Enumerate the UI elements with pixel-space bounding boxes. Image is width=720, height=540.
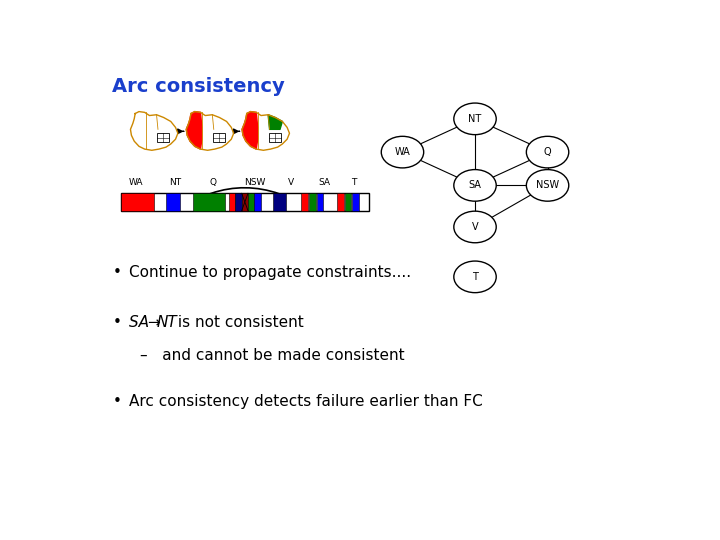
- Text: V: V: [472, 222, 478, 232]
- Bar: [352, 193, 359, 211]
- Bar: [235, 193, 242, 211]
- Bar: [229, 193, 235, 211]
- Bar: [344, 193, 351, 211]
- Text: SA: SA: [469, 180, 482, 191]
- Text: Q: Q: [544, 147, 552, 157]
- Circle shape: [454, 211, 496, 243]
- Circle shape: [526, 136, 569, 168]
- Polygon shape: [242, 112, 258, 149]
- Bar: [309, 193, 316, 211]
- Text: –   and cannot be made consistent: – and cannot be made consistent: [140, 348, 405, 363]
- Text: NT: NT: [469, 114, 482, 124]
- Text: T: T: [472, 272, 478, 282]
- Text: WA: WA: [128, 178, 143, 187]
- Text: WA: WA: [395, 147, 410, 157]
- Text: SA: SA: [318, 178, 330, 187]
- Text: T: T: [351, 178, 356, 187]
- Polygon shape: [268, 114, 282, 130]
- Bar: [121, 193, 369, 211]
- Text: V: V: [288, 178, 294, 187]
- Text: •: •: [112, 394, 121, 409]
- Bar: [317, 193, 323, 211]
- Bar: [337, 193, 343, 211]
- Bar: [269, 133, 281, 141]
- Bar: [248, 193, 254, 211]
- Polygon shape: [186, 112, 202, 149]
- Text: NSW: NSW: [536, 180, 559, 191]
- Circle shape: [454, 103, 496, 134]
- Circle shape: [454, 170, 496, 201]
- Bar: [302, 193, 308, 211]
- Text: NT: NT: [157, 315, 178, 330]
- Circle shape: [454, 261, 496, 293]
- Text: NSW: NSW: [244, 178, 265, 187]
- Text: NT: NT: [169, 178, 181, 187]
- Bar: [273, 193, 287, 211]
- Text: Q: Q: [210, 178, 216, 187]
- Circle shape: [382, 136, 423, 168]
- Bar: [194, 193, 225, 211]
- Text: •: •: [112, 265, 121, 280]
- Circle shape: [526, 170, 569, 201]
- Text: is not consistent: is not consistent: [173, 315, 303, 330]
- Bar: [121, 193, 154, 211]
- Bar: [213, 133, 225, 141]
- Bar: [157, 133, 169, 141]
- Bar: [254, 193, 261, 211]
- Text: Continue to propagate constraints....: Continue to propagate constraints....: [129, 265, 411, 280]
- Text: Arc consistency detects failure earlier than FC: Arc consistency detects failure earlier …: [129, 394, 483, 409]
- Text: Arc consistency: Arc consistency: [112, 77, 285, 96]
- Text: →: →: [147, 315, 160, 330]
- Bar: [166, 193, 180, 211]
- Text: SA: SA: [129, 315, 154, 330]
- Text: •: •: [112, 315, 121, 330]
- Bar: [242, 193, 248, 211]
